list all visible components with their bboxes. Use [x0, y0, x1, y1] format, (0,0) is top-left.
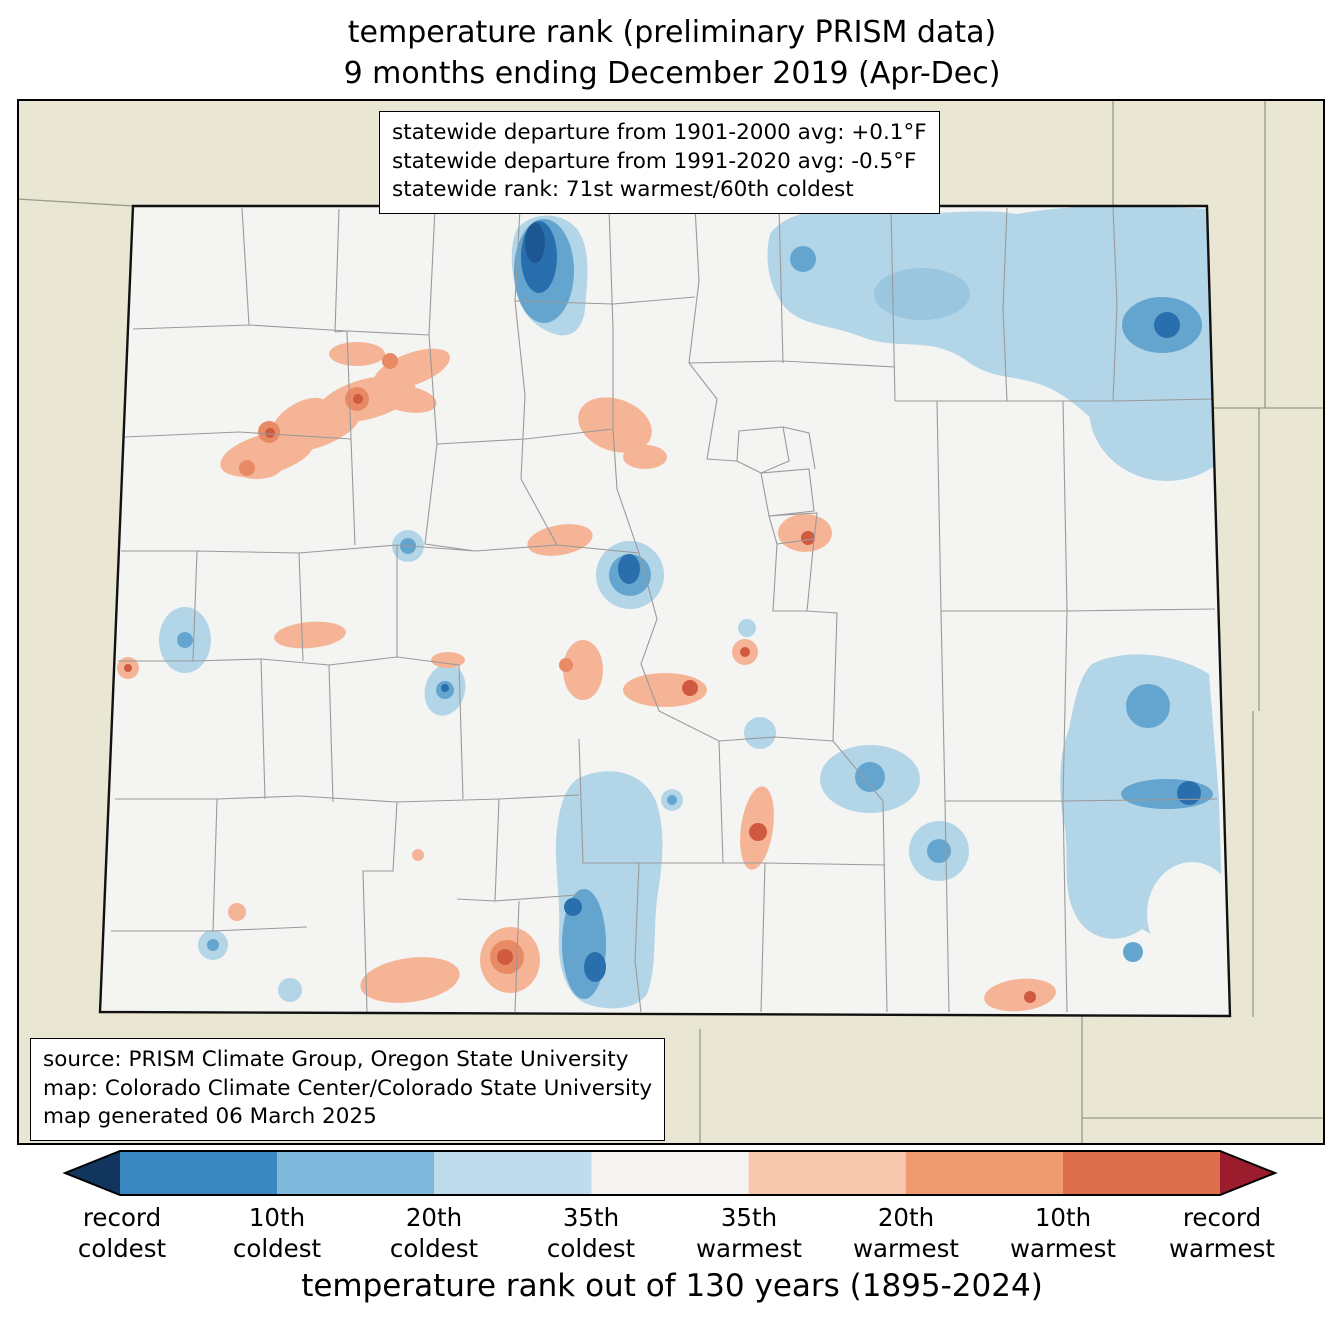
page-title: temperature rank (preliminary PRISM data… — [0, 12, 1344, 95]
stats-line-3: statewide rank: 71st warmest/60th coldes… — [392, 177, 854, 203]
colorbar-segment — [120, 1151, 278, 1195]
colorbar-segment — [905, 1151, 1063, 1195]
source-line-1: source: PRISM Climate Group, Oregon Stat… — [43, 1047, 629, 1072]
temperature-rank-colorbar — [62, 1150, 1278, 1196]
warm-dark-patches — [124, 394, 1036, 1003]
stats-line-1: statewide departure from 1901-2000 avg: … — [392, 120, 927, 145]
colorbar-label-20th-coldest: 20th coldest — [389, 1203, 479, 1264]
colorbar-label-record-warmest: record warmest — [1168, 1203, 1276, 1264]
colorbar-segment — [277, 1151, 435, 1195]
colorbar-label-35th-warmest: 35th warmest — [695, 1203, 803, 1264]
near-normal-hole — [1147, 862, 1230, 966]
colorbar-outline — [62, 1150, 1278, 1196]
colorbar-axis-label: temperature rank out of 130 years (1895-… — [301, 1268, 1043, 1304]
map-frame — [17, 99, 1325, 1145]
neighboring-state-borders — [17, 99, 1325, 1145]
source-line-2: map: Colorado Climate Center/Colorado St… — [43, 1075, 653, 1101]
colorbar-record-warmest-arrow — [1220, 1151, 1275, 1195]
colorbar-segment — [748, 1151, 906, 1195]
colorbar-segment — [591, 1151, 749, 1195]
colorbar-segment — [434, 1151, 592, 1195]
statewide-stats-box: statewide departure from 1901-2000 avg: … — [379, 111, 940, 214]
stats-line-2: statewide departure from 1991-2020 avg: … — [392, 148, 917, 174]
colorbar-label-35th-coldest: 35th coldest — [546, 1203, 636, 1264]
county-boundaries — [111, 206, 1218, 1013]
temperature-anomaly-layer — [111, 206, 1230, 1013]
colorbar-label-10th-coldest: 10th coldest — [232, 1203, 322, 1264]
colorbar-label-10th-warmest: 10th warmest — [1009, 1203, 1117, 1264]
colorbar-record-coldest-arrow — [65, 1151, 120, 1195]
colorado-temperature-rank-map — [17, 99, 1325, 1145]
colorbar-segment — [1062, 1151, 1221, 1195]
colorbar-label-20th-warmest: 20th warmest — [852, 1203, 960, 1264]
source-attribution-box: source: PRISM Climate Group, Oregon Stat… — [30, 1038, 666, 1141]
title-line-1: temperature rank (preliminary PRISM data… — [347, 15, 997, 50]
colorbar-label-record-coldest: record coldest — [77, 1203, 167, 1264]
cold-darkest-patch — [525, 223, 545, 263]
title-line-2: 9 months ending December 2019 (Apr-Dec) — [343, 56, 1001, 92]
source-line-3: map generated 06 March 2025 — [43, 1104, 377, 1130]
